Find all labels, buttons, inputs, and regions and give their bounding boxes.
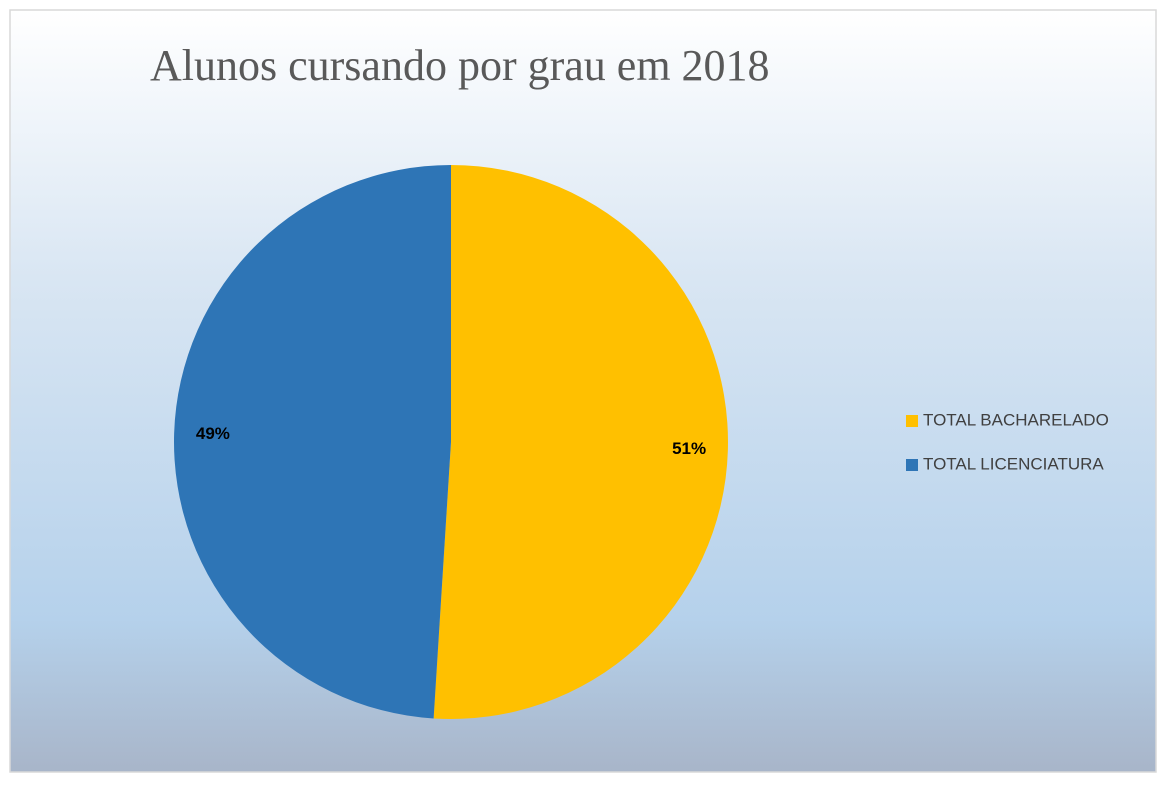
chart-title: Alunos cursando por grau em 2018 (150, 41, 770, 90)
pie-slice (433, 165, 728, 719)
legend-label: TOTAL LICENCIATURA (923, 454, 1104, 473)
legend-swatch (906, 459, 918, 471)
legend-swatch (906, 415, 918, 427)
value-label: 49% (196, 424, 230, 443)
legend-label: TOTAL BACHARELADO (923, 410, 1109, 429)
value-label: 51% (672, 439, 706, 458)
pie-slice (173, 165, 451, 719)
